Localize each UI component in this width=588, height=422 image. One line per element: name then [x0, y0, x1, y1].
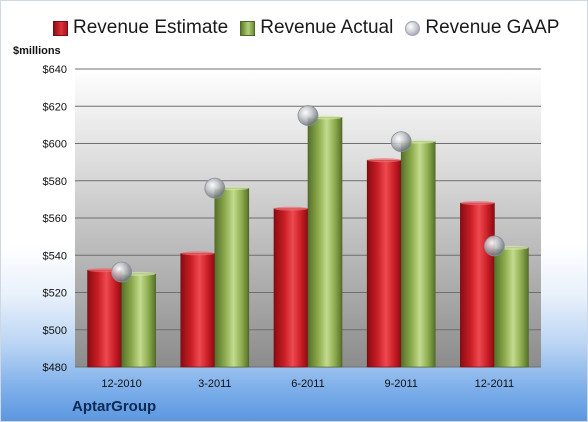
bars	[87, 115, 529, 368]
y-tick-label: $480	[43, 362, 67, 374]
x-tick-label: 3-2011	[198, 378, 231, 390]
legend-swatch-actual	[240, 20, 256, 36]
y-axis-ticks: $480 $500 $520 $540 $560 $580 $600 $620 $640	[43, 64, 67, 374]
x-axis-ticks: 12-2010 3-2011 6-2011 9-2011 12-2011	[101, 378, 514, 390]
bar-estimate	[460, 202, 495, 368]
x-tick-label: 9-2011	[384, 378, 417, 390]
point-gaap	[483, 235, 505, 257]
y-tick-label: $600	[43, 139, 67, 151]
point-gaap	[204, 177, 226, 199]
legend-item-estimate: Revenue Estimate	[53, 17, 228, 39]
legend: Revenue Estimate Revenue Actual Revenue …	[53, 17, 571, 39]
point-gaap	[111, 261, 132, 283]
gaap-points	[111, 105, 505, 283]
legend-swatch-gaap	[405, 20, 421, 36]
bar-actual	[494, 247, 529, 368]
bar-estimate-cap	[180, 251, 215, 256]
bar-estimate	[87, 269, 122, 368]
bar-estimate	[180, 253, 216, 368]
y-tick-label: $520	[43, 288, 67, 300]
x-tick-label: 6-2011	[291, 378, 324, 390]
legend-item-gaap: Revenue GAAP	[405, 17, 559, 39]
bar-estimate-cap	[367, 158, 402, 163]
y-tick-label: $500	[43, 325, 67, 337]
y-tick-label: $540	[43, 250, 67, 262]
company-name: AptarGroup	[72, 398, 157, 415]
bar-actual	[307, 117, 343, 368]
y-tick-label: $620	[43, 101, 67, 113]
bar-actual	[400, 141, 436, 368]
y-tick-label: $640	[43, 64, 67, 76]
bar-estimate-cap	[460, 201, 495, 206]
y-tick-label: $560	[43, 213, 67, 225]
point-gaap	[390, 131, 412, 153]
legend-item-actual: Revenue Actual	[240, 17, 393, 39]
bar-estimate	[366, 159, 402, 368]
y-tick-label: $580	[43, 176, 67, 188]
x-tick-label: 12-2011	[475, 378, 515, 390]
bar-estimate	[273, 208, 309, 368]
legend-swatch-estimate	[53, 20, 68, 36]
x-tick-label: 12-2010	[101, 378, 141, 390]
legend-label-actual: Revenue Actual	[260, 17, 394, 38]
point-gaap	[297, 105, 319, 126]
legend-label-gaap: Revenue GAAP	[425, 17, 560, 38]
bar-estimate-cap	[274, 206, 308, 211]
bar-actual	[214, 187, 250, 368]
legend-label-estimate: Revenue Estimate	[73, 17, 229, 38]
bar-actual	[121, 273, 156, 368]
y-axis-unit-label: $millions	[13, 45, 61, 57]
